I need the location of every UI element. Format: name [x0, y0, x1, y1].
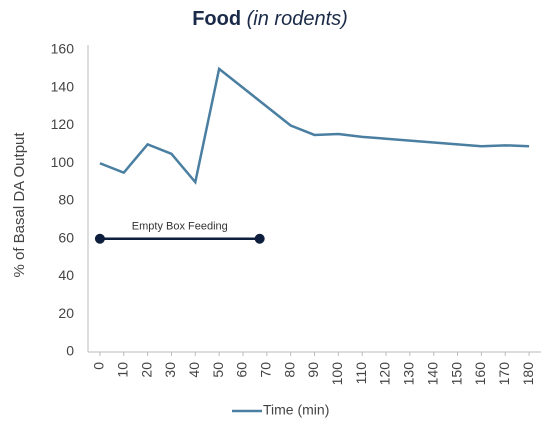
chart-title: Food (in rodents)	[192, 8, 348, 30]
y-tick-label: 100	[51, 154, 75, 170]
x-tick-label: 150	[448, 362, 464, 386]
x-tick-label: 80	[281, 362, 297, 378]
y-tick-label: 80	[58, 192, 74, 208]
x-tick-label: 110	[353, 362, 369, 385]
annotation-start	[94, 233, 105, 244]
y-axis-label: % of Basal DA Output	[11, 132, 28, 278]
x-tick-label: 140	[424, 362, 440, 386]
x-tick-label: 20	[138, 362, 154, 378]
y-tick-label: 140	[51, 78, 75, 94]
x-tick-label: 180	[520, 362, 536, 386]
x-tick-label: 50	[210, 362, 226, 378]
x-tick-label: 30	[162, 362, 178, 378]
y-tick-label: 160	[51, 41, 75, 57]
y-tick-label: 20	[58, 305, 74, 321]
x-tick-label: 60	[234, 362, 250, 378]
y-tick-label: 0	[66, 343, 74, 359]
x-tick-label: 40	[186, 362, 202, 378]
title: Food	[192, 8, 241, 30]
x-tick-label: 100	[329, 362, 345, 386]
y-tick-label: 60	[58, 229, 74, 245]
line-series	[99, 66, 530, 185]
y-tick-label: 40	[58, 267, 74, 283]
x-tick-label: 70	[258, 362, 274, 378]
x-tick-label: 160	[472, 362, 488, 386]
subtitle: (in rodents)	[247, 8, 348, 30]
x-tick-label: 120	[377, 362, 393, 386]
legend-label: Time (min)	[263, 402, 329, 418]
x-tick-label: 170	[496, 362, 512, 386]
x-tick-label: 0	[91, 362, 107, 370]
annotation-end	[254, 233, 265, 244]
x-tick-label: 90	[305, 362, 321, 378]
y-tick-label: 120	[51, 116, 75, 132]
x-tick-label: 130	[401, 362, 417, 386]
x-tick-label: 10	[114, 362, 130, 378]
annotation-text: Empty Box Feeding	[132, 221, 228, 233]
